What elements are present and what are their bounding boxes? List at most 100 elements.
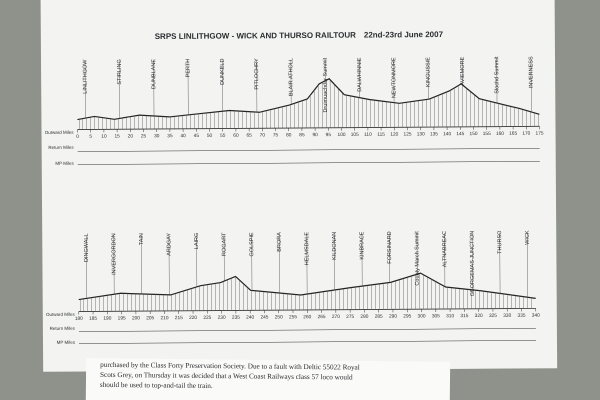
mile-label: 250 <box>275 314 283 320</box>
mile-label: 295 <box>403 313 411 319</box>
mile-label: 185 <box>89 316 97 322</box>
scale-line <box>77 161 540 165</box>
mile-label: 200 <box>132 315 140 321</box>
title-text: SRPS LINLITHGOW - WICK AND THURSO RAILTO… <box>155 31 356 41</box>
mile-label: 115 <box>377 132 385 138</box>
station-label: BLAIR ATHOLL <box>288 58 294 96</box>
mile-label: 260 <box>303 314 311 320</box>
mile-label: 205 <box>146 315 154 321</box>
station-label: INVERGORDON <box>111 233 117 275</box>
station-label: STIRLING <box>117 59 123 84</box>
mile-label: 75 <box>273 132 279 138</box>
mile-label: 95 <box>326 132 332 138</box>
station-label: DUNBLANE <box>151 59 157 89</box>
station-label: KINBRACE <box>359 231 365 259</box>
clipping: purchased by the Class Forty Preservatio… <box>85 358 451 400</box>
station-label: WICK <box>525 230 531 245</box>
mile-label: 35 <box>167 133 173 139</box>
mile-label: 105 <box>351 132 359 138</box>
mile-label: 265 <box>318 314 326 320</box>
mile-label: 70 <box>260 133 266 139</box>
sheet: SRPS LINLITHGOW - WICK AND THURSO RAILTO… <box>40 0 558 372</box>
mile-label: 110 <box>364 132 372 138</box>
mile-label: 210 <box>160 315 168 321</box>
mile-label: 235 <box>232 315 240 321</box>
mile-label: 310 <box>446 313 454 319</box>
mile-label: 55 <box>220 133 226 139</box>
mile-label: 220 <box>189 315 197 321</box>
row-label: Return Miles <box>48 145 74 150</box>
mile-label: 65 <box>246 133 252 139</box>
row-label: MP Miles <box>57 340 76 345</box>
station-label: DALWHINNIE <box>357 57 363 91</box>
mile-label: 180 <box>75 316 83 322</box>
row-label: Return Miles <box>50 326 76 331</box>
mile-label: 130 <box>417 131 425 137</box>
top-profile: LINLITHGOW STIRLING DUNBLANE PERTH DUNKELD PI… <box>45 56 544 166</box>
mile-label: 165 <box>509 131 517 137</box>
mile-label: 45 <box>194 133 200 139</box>
station-label: FORSINARD <box>387 231 393 263</box>
mile-label: 320 <box>475 313 483 319</box>
mile-label: 125 <box>404 131 412 137</box>
mile-label: 5 <box>89 134 92 140</box>
date-text: 22nd-23rd June 2007 <box>364 30 444 40</box>
mile-label: 20 <box>128 133 134 139</box>
mile-label: 300 <box>418 313 426 319</box>
mile-label: 190 <box>103 316 111 322</box>
station-label: NEWTONMORE <box>391 57 397 98</box>
mile-label: 120 <box>390 132 398 138</box>
title: SRPS LINLITHGOW - WICK AND THURSO RAILTO… <box>155 30 444 41</box>
mile-label: 195 <box>118 315 126 321</box>
row-label: Outward Miles <box>45 130 75 135</box>
mile-label: 245 <box>260 314 268 320</box>
mile-label: 160 <box>496 131 504 137</box>
mile-label: 230 <box>218 315 226 321</box>
mile-label: 175 <box>536 131 544 137</box>
station-label: KILDONAN <box>332 232 338 260</box>
station-label: Druimuachdar Summit <box>323 57 329 112</box>
station-label: Slochd Summit <box>494 56 500 93</box>
mile-label: 255 <box>289 314 297 320</box>
mile-label: 150 <box>470 131 478 137</box>
mile-label: 25 <box>141 133 147 139</box>
station-label: ROGART <box>221 232 227 256</box>
mile-label: 225 <box>203 315 211 321</box>
mile-label: 340 <box>532 313 540 319</box>
mile-label: 170 <box>522 131 530 137</box>
mile-label: 330 <box>503 313 511 319</box>
mile-label: 315 <box>460 313 468 319</box>
mile-label: 0 <box>76 134 79 140</box>
mile-label: 40 <box>180 133 186 139</box>
row-label: MP Miles <box>55 161 74 166</box>
mile-label: 10 <box>101 134 107 140</box>
mile-label: 80 <box>286 132 292 138</box>
station-label: THURSO <box>497 230 503 254</box>
station-label: ALTNABREAC <box>442 231 448 267</box>
station-label: GEORGEMAS JUNCTION <box>470 231 476 296</box>
scale-line <box>77 148 540 152</box>
mile-label: 100 <box>338 132 346 138</box>
profile-line <box>77 78 540 121</box>
station-label: LAIRG <box>194 233 200 250</box>
station-label: LINLITHGOW <box>82 59 88 94</box>
station-label: AVIEMORE <box>460 57 466 86</box>
note-line: should be used to top-and-tail the train… <box>100 381 213 390</box>
station-label: PITLOCHRY <box>254 58 260 90</box>
station-label: BRORA <box>277 232 283 252</box>
mile-label: 155 <box>483 131 491 137</box>
mile-label: 285 <box>375 314 383 320</box>
mile-label: 85 <box>299 132 305 138</box>
mile-label: 290 <box>389 314 397 320</box>
station-label: KINGUSSIE <box>426 57 432 87</box>
mile-label: 335 <box>518 313 526 319</box>
station-label: DINGWALL <box>84 233 90 262</box>
station-label: PERTH <box>185 59 191 78</box>
station-label: County March Summit <box>414 231 420 286</box>
mile-label: 90 <box>312 132 318 138</box>
mile-label: 140 <box>443 131 451 137</box>
mile-label: 135 <box>430 131 438 137</box>
mile-label: 305 <box>432 313 440 319</box>
station-label: ARDGAY <box>166 233 172 256</box>
